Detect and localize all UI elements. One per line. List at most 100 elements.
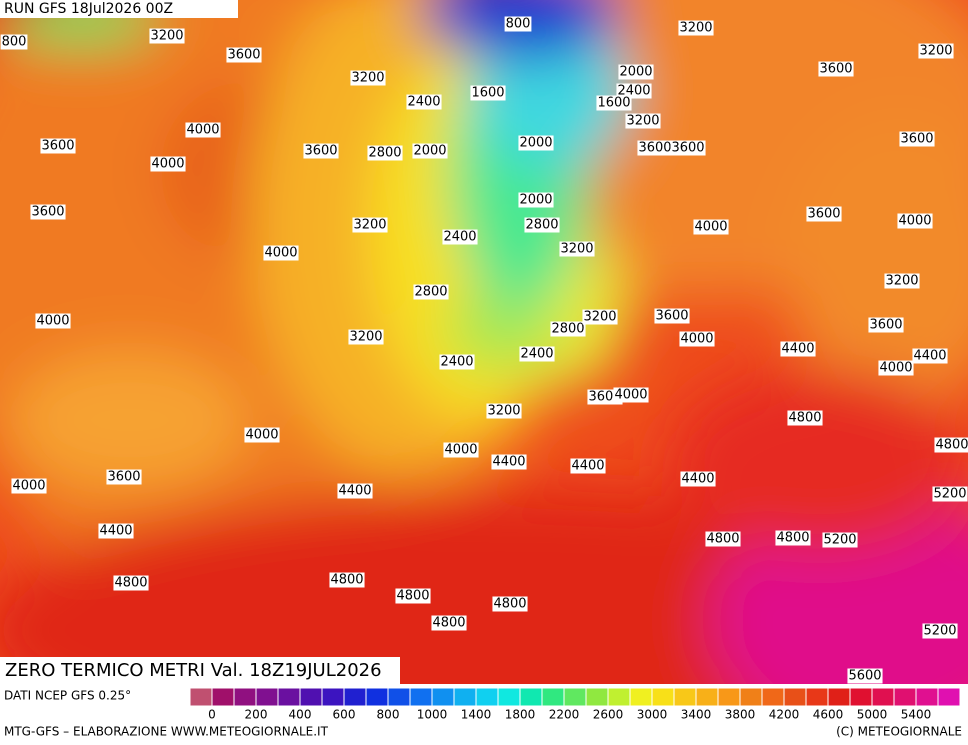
contour-label-box xyxy=(518,135,554,151)
contour-label-box xyxy=(470,85,506,101)
contour-label-box xyxy=(263,245,299,261)
contour-label-box xyxy=(106,469,142,485)
colorbar-label: 0 xyxy=(208,708,216,722)
contour-label: 4000 xyxy=(264,246,297,261)
contour-label-box xyxy=(559,241,595,257)
contour-label: 2800 xyxy=(551,322,584,337)
contour-label-box xyxy=(899,131,935,147)
contour-label-box xyxy=(918,43,954,59)
contour-label-box xyxy=(226,47,262,63)
colorbar-swatch xyxy=(827,687,851,707)
contour-label: 2400 xyxy=(520,347,553,362)
colorbar-label: 2600 xyxy=(593,708,624,722)
contour-label: 4000 xyxy=(186,123,219,138)
contour-label: 3600 xyxy=(31,205,64,220)
contour-label-box xyxy=(439,354,475,370)
contour-label-box xyxy=(40,138,76,154)
contour-label: 4800 xyxy=(114,576,147,591)
contour-label-box xyxy=(618,64,654,80)
contour-label: 2400 xyxy=(617,84,650,99)
contour-label: 2800 xyxy=(414,285,447,300)
colorbar-swatch xyxy=(541,687,565,707)
contour-label-box xyxy=(934,437,968,453)
contour-label-box xyxy=(367,145,403,161)
contour-label-box xyxy=(113,575,149,591)
contour-label: 3200 xyxy=(560,242,593,257)
contour-label-box xyxy=(678,20,714,36)
contour-label: 1600 xyxy=(597,96,630,111)
contour-label-box xyxy=(780,341,816,357)
header-box xyxy=(0,0,238,18)
colorbar-swatch xyxy=(343,687,367,707)
contour-label-box xyxy=(570,458,606,474)
contour-label-box xyxy=(524,217,560,233)
contour-label: 3200 xyxy=(487,404,520,419)
colorbar-swatch xyxy=(321,687,345,707)
contour-label: 3600 xyxy=(869,318,902,333)
colorbar-swatch xyxy=(277,687,301,707)
contour-label: 4400 xyxy=(571,459,604,474)
colorbar: 0 200 400 600 800 1000 1400 1800 2200 2600 3000 340… xyxy=(189,687,961,722)
contour-label-box xyxy=(412,143,448,159)
contour-label-box xyxy=(504,16,532,32)
contour-label: 4000 xyxy=(694,220,727,235)
title-box xyxy=(0,657,400,684)
contour-label: 3600 xyxy=(671,141,704,156)
colorbar-label: 5000 xyxy=(857,708,888,722)
contour-label-box xyxy=(847,668,883,684)
contour-label: 800 xyxy=(506,17,531,32)
colorbar-swatch xyxy=(893,687,917,707)
contour-label: 3600 xyxy=(819,62,852,77)
contour-label: 4000 xyxy=(680,332,713,347)
colorbar-swatch xyxy=(871,687,895,707)
contour-label: 3600 xyxy=(807,207,840,222)
contour-label-box xyxy=(670,140,706,156)
colorbar-swatch xyxy=(453,687,477,707)
colorbar-label: 1800 xyxy=(505,708,536,722)
contour-label-box xyxy=(413,284,449,300)
contour-label: 4000 xyxy=(245,428,278,443)
colorbar-label: 4600 xyxy=(813,708,844,722)
colorbar-label: 800 xyxy=(377,708,400,722)
contour-label-box xyxy=(518,192,554,208)
map-title: ZERO TERMICO METRI Val. 18Z19JUL2026 xyxy=(5,660,382,681)
contour-label-box xyxy=(912,348,948,364)
contour-label-box xyxy=(150,156,186,172)
contour-label-box xyxy=(442,229,478,245)
colorbar-label: 200 xyxy=(245,708,268,722)
colorbar-swatch xyxy=(519,687,543,707)
contour-label-box xyxy=(897,213,933,229)
contour-label: 4400 xyxy=(338,484,371,499)
contour-label-box xyxy=(185,122,221,138)
colorbar-swatch xyxy=(299,687,323,707)
colorbar-swatch xyxy=(739,687,763,707)
colorbar-swatch xyxy=(497,687,521,707)
contour-label-box xyxy=(878,360,914,376)
contour-label-box xyxy=(582,309,618,325)
colorbar-swatch xyxy=(563,687,587,707)
colorbar-swatch xyxy=(233,687,257,707)
legend-source: DATI NCEP GFS 0.25° xyxy=(4,689,131,703)
contour-label-box xyxy=(818,61,854,77)
colorbar-swatch xyxy=(409,687,433,707)
colorbar-label: 2200 xyxy=(549,708,580,722)
contour-label: 4400 xyxy=(781,342,814,357)
contour-label: 1600 xyxy=(471,86,504,101)
contour-label: 4400 xyxy=(681,472,714,487)
contour-label-box xyxy=(486,403,522,419)
contour-label-box xyxy=(352,217,388,233)
contour-label-box xyxy=(822,532,858,548)
colorbar-label: 3400 xyxy=(681,708,712,722)
colorbar-swatch xyxy=(255,687,279,707)
contour-label-box xyxy=(625,113,661,129)
contour-label-box xyxy=(519,346,555,362)
contour-label: 3600 xyxy=(41,139,74,154)
contour-label-box xyxy=(337,483,373,499)
contour-label: 4000 xyxy=(898,214,931,229)
colorbar-label: 4200 xyxy=(769,708,800,722)
run-title: RUN GFS 18Jul2026 00Z xyxy=(4,1,173,17)
contour-label: 3600 xyxy=(638,141,671,156)
